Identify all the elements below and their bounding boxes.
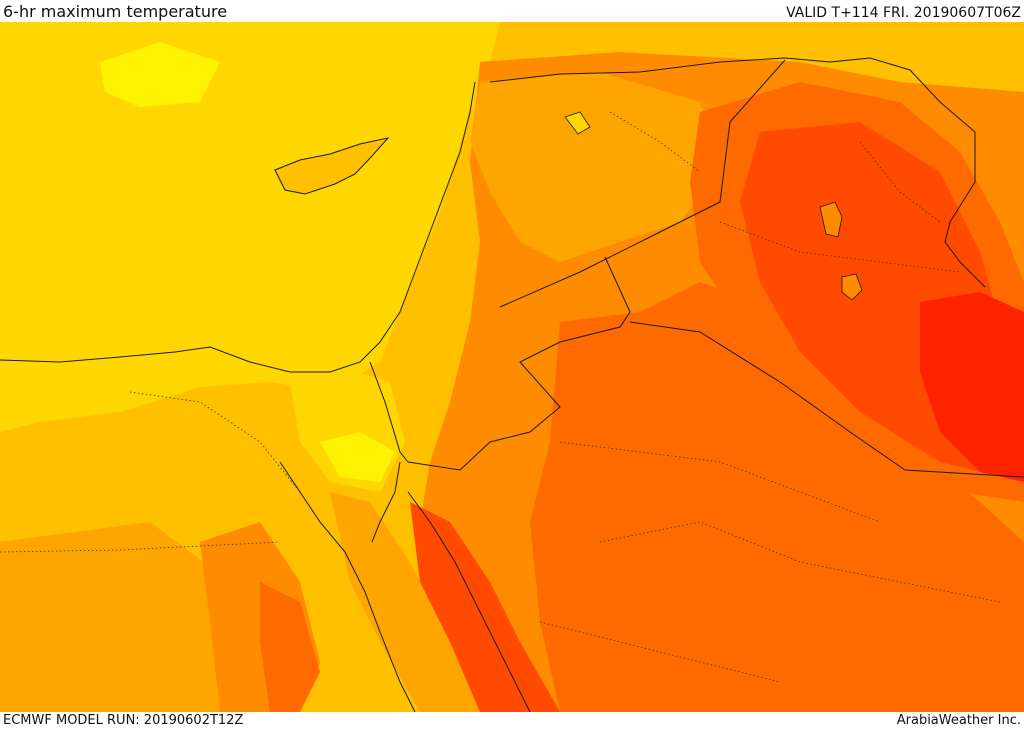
temp-zone-mediterranean (0, 22, 500, 432)
lake-assad (564, 111, 591, 135)
temp-zone-syria (470, 72, 720, 262)
credit-label: ArabiaWeather Inc. (896, 713, 1021, 728)
temp-zone-upper-egypt-hot (260, 582, 320, 712)
lake-tharthar (819, 201, 843, 238)
temp-zone-sinai-bright (320, 432, 395, 482)
border-jordan-saudi (407, 256, 631, 471)
coastline-red-sea-east (407, 491, 531, 712)
country-borders (0, 57, 1024, 712)
temperature-map[interactable] (0, 22, 1024, 712)
border-syria-iraq (499, 59, 786, 308)
temp-zone-red-core (920, 292, 1024, 482)
admin-boundaries (0, 111, 1001, 683)
model-run-label: ECMWF MODEL RUN: 20190602T12Z (3, 713, 244, 728)
temp-zone-red-sea-coast (410, 502, 560, 712)
coastline-north-africa (0, 81, 476, 373)
cyprus-island (274, 137, 390, 195)
coastline-gulf-aqaba (371, 461, 401, 543)
valid-time-label: VALID T+114 FRI. 20190607T06Z (786, 5, 1021, 21)
map-title: 6-hr maximum temperature (3, 2, 228, 21)
header-bar: 6-hr maximum temperature VALID T+114 FRI… (0, 0, 1024, 22)
footer-bar: ECMWF MODEL RUN: 20190602T12Z ArabiaWeat… (0, 712, 1024, 729)
temp-zone-red-sea (330, 492, 480, 712)
border-turkey (489, 57, 986, 288)
border-egypt-israel (369, 361, 409, 463)
coastline-red-sea-west (279, 461, 416, 712)
temp-zone-northwest-bright (100, 42, 220, 107)
temp-zone-arabia-interior (530, 282, 1024, 712)
border-iraq-saudi (629, 321, 1024, 478)
lake-habbaniyah (841, 273, 863, 301)
